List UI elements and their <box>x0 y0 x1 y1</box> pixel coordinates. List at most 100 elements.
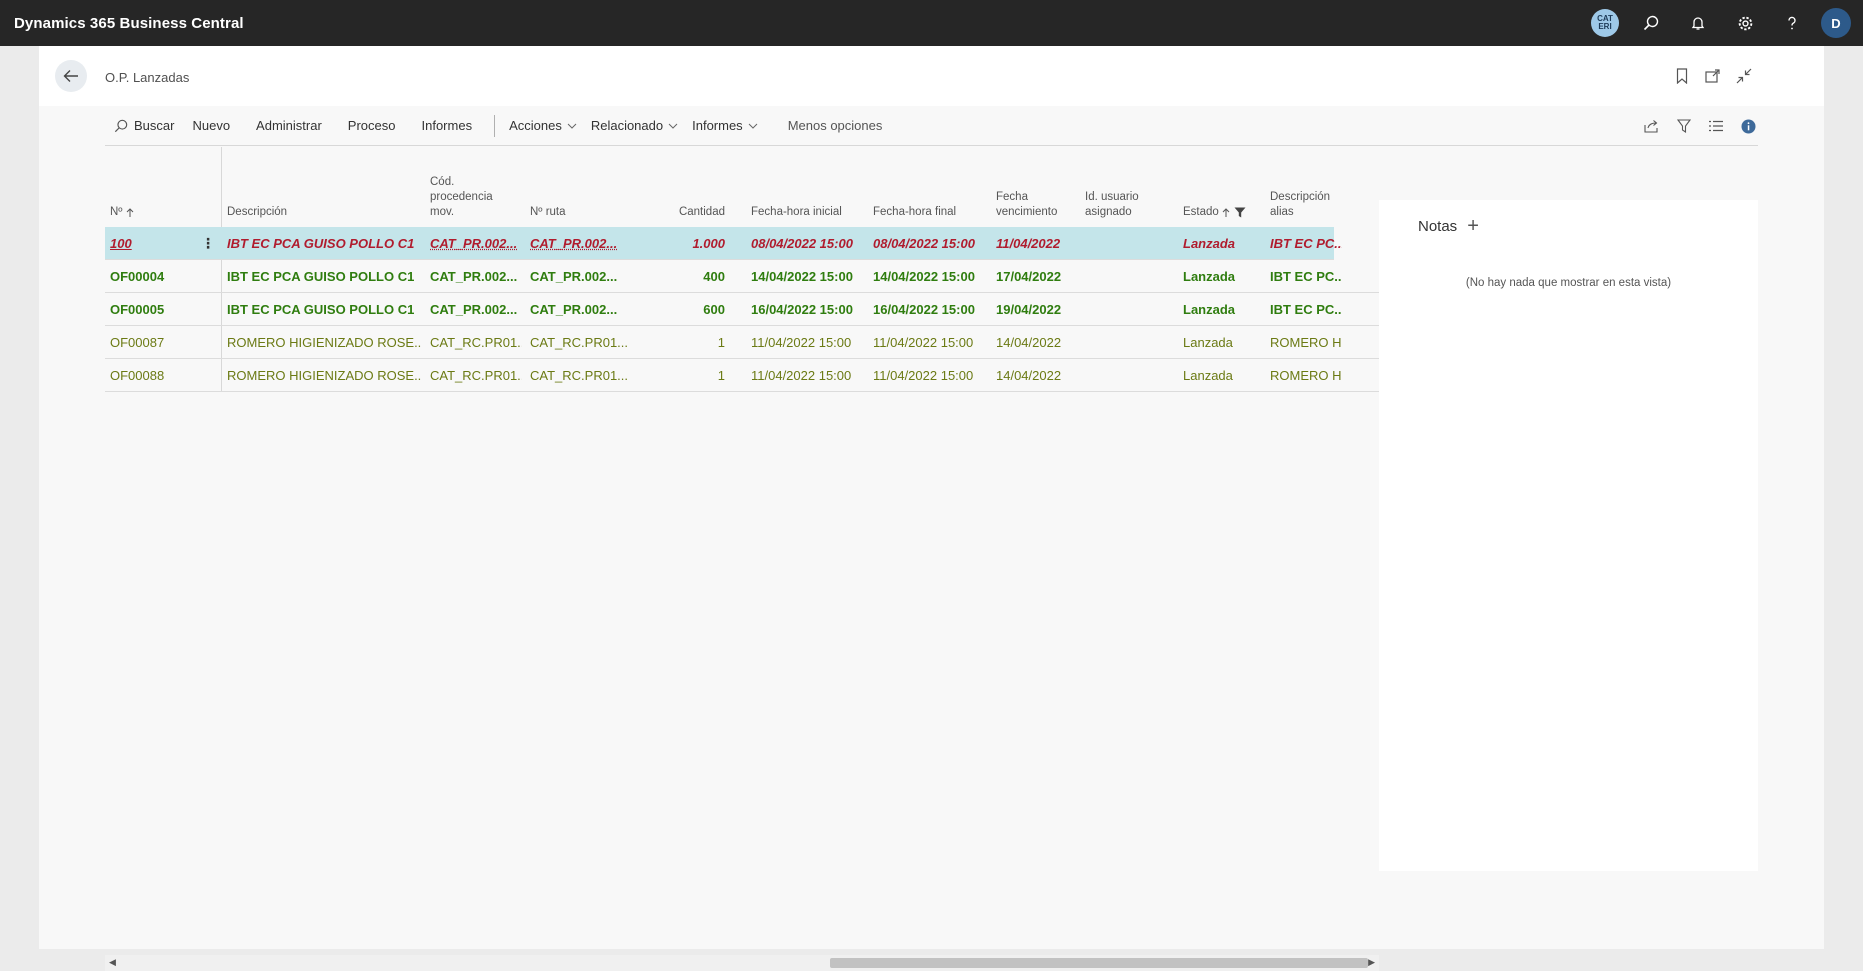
cell-end: 11/04/2022 15:00 <box>873 326 991 359</box>
open-in-new-window-icon[interactable] <box>1703 66 1723 86</box>
column-header-end[interactable]: Fecha-hora final <box>873 147 983 227</box>
reports-button[interactable]: Informes <box>422 118 473 133</box>
cell-quantity: 1.000 <box>645 227 725 260</box>
column-header-routing[interactable]: Nº ruta <box>530 147 620 227</box>
cell-alias: IBT EC PC... <box>1270 293 1342 326</box>
cell-alias: ROMERO H... <box>1270 359 1342 392</box>
bookmark-icon[interactable] <box>1672 66 1692 86</box>
scroll-right-icon[interactable]: ▶ <box>1368 957 1375 968</box>
cell-source-code[interactable]: CAT_RC.PR01... <box>430 359 522 392</box>
column-header-quantity[interactable]: Cantidad <box>645 147 725 227</box>
related-menu-label: Relacionado <box>591 118 663 133</box>
share-icon[interactable] <box>1642 116 1662 136</box>
search-button[interactable]: Buscar <box>114 118 174 133</box>
cell-no[interactable]: OF00005 <box>110 293 195 326</box>
gear-icon[interactable] <box>1730 8 1760 38</box>
cell-no[interactable]: OF00087 <box>110 326 195 359</box>
action-bar: Buscar Nuevo Administrar Proceso Informe… <box>105 106 1758 146</box>
cell-due: 11/04/2022 <box>996 227 1080 260</box>
back-button[interactable] <box>55 60 87 92</box>
column-header-source-code[interactable]: Cód. procedencia mov. <box>430 147 510 227</box>
column-header-user[interactable]: Id. usuario asignado <box>1085 147 1165 227</box>
help-icon[interactable] <box>1777 8 1807 38</box>
cell-no[interactable]: 100 <box>110 227 195 260</box>
production-orders-grid: Nº Descripción Cód. procedencia mov. Nº … <box>105 147 1379 892</box>
cell-description: ROMERO HIGIENIZADO ROSE... <box>227 359 422 392</box>
column-header-status[interactable]: Estado <box>1183 147 1263 227</box>
column-header-alias[interactable]: Descripción alias <box>1270 147 1350 227</box>
column-header-description[interactable]: Descripción <box>227 147 387 227</box>
fewer-options-button[interactable]: Menos opciones <box>788 118 883 133</box>
cell-start: 14/04/2022 15:00 <box>751 260 869 293</box>
cell-source-code[interactable]: CAT_PR.002... <box>430 260 522 293</box>
list-view-icon[interactable] <box>1706 116 1726 136</box>
collapse-icon[interactable] <box>1734 66 1754 86</box>
cell-routing[interactable]: CAT_RC.PR01... <box>530 359 630 392</box>
cell-source-code[interactable]: CAT_PR.002... <box>430 293 522 326</box>
cell-quantity: 400 <box>645 260 725 293</box>
table-row[interactable]: OF00004 IBT EC PCA GUISO POLLO C1 CAT_PR.0… <box>105 260 1379 293</box>
info-icon[interactable] <box>1738 116 1758 136</box>
cell-status: Lanzada <box>1183 260 1263 293</box>
column-header-start[interactable]: Fecha-hora inicial <box>751 147 861 227</box>
cell-status: Lanzada <box>1183 359 1263 392</box>
actions-menu[interactable]: Acciones <box>509 118 577 133</box>
cell-alias: IBT EC PC... <box>1270 227 1342 260</box>
filter-icon[interactable] <box>1674 116 1694 136</box>
cell-no[interactable]: OF00004 <box>110 260 195 293</box>
bell-icon[interactable] <box>1683 8 1713 38</box>
row-actions-icon[interactable]: ⋮ <box>201 227 215 260</box>
cell-end: 14/04/2022 15:00 <box>873 260 991 293</box>
cell-user <box>1085 227 1175 260</box>
related-menu[interactable]: Relacionado <box>591 118 678 133</box>
table-row[interactable]: OF00087 ROMERO HIGIENIZADO ROSE... CAT_RC… <box>105 326 1379 359</box>
table-row[interactable]: OF00088 ROMERO HIGIENIZADO ROSE... CAT_RC… <box>105 359 1379 392</box>
cell-alias: ROMERO H... <box>1270 326 1342 359</box>
cell-routing[interactable]: CAT_RC.PR01... <box>530 326 630 359</box>
sort-ascending-icon <box>1222 208 1230 218</box>
actions-menu-label: Acciones <box>509 118 562 133</box>
reports-menu[interactable]: Informes <box>692 118 758 133</box>
cell-source-code[interactable]: CAT_RC.PR01... <box>430 326 522 359</box>
reports-menu-label: Informes <box>692 118 743 133</box>
cell-status: Lanzada <box>1183 293 1263 326</box>
process-button[interactable]: Proceso <box>348 118 396 133</box>
scroll-left-icon[interactable]: ◀ <box>109 957 116 968</box>
company-badge[interactable]: CAT ERI <box>1591 9 1619 37</box>
app-title[interactable]: Dynamics 365 Business Central <box>14 15 244 32</box>
cell-description: ROMERO HIGIENIZADO ROSE... <box>227 326 422 359</box>
column-header-no[interactable]: Nº <box>110 147 210 227</box>
cell-routing[interactable]: CAT_PR.002... <box>530 260 630 293</box>
cell-due: 17/04/2022 <box>996 260 1080 293</box>
search-label: Buscar <box>134 118 174 133</box>
search-icon[interactable] <box>1636 8 1666 38</box>
cell-start: 16/04/2022 15:00 <box>751 293 869 326</box>
column-header-due[interactable]: Fecha vencimiento <box>996 147 1068 227</box>
cell-routing[interactable]: CAT_PR.002... <box>530 227 630 260</box>
action-bar-right-icons <box>1630 116 1758 136</box>
cell-source-code[interactable]: CAT_PR.002... <box>430 227 522 260</box>
cell-description: IBT EC PCA GUISO POLLO C1 <box>227 227 422 260</box>
notes-empty-message: (No hay nada que mostrar en esta vista) <box>1379 277 1758 289</box>
cell-start: 11/04/2022 15:00 <box>751 359 869 392</box>
scrollbar-thumb[interactable] <box>830 958 1368 968</box>
cell-no[interactable]: OF00088 <box>110 359 195 392</box>
user-avatar[interactable]: D <box>1821 8 1851 38</box>
cell-status: Lanzada <box>1183 326 1263 359</box>
table-row[interactable]: OF00005 IBT EC PCA GUISO POLLO C1 CAT_PR.0… <box>105 293 1379 326</box>
cell-user <box>1085 359 1175 392</box>
cell-due: 14/04/2022 <box>996 326 1080 359</box>
cell-start: 11/04/2022 15:00 <box>751 326 869 359</box>
cell-user <box>1085 293 1175 326</box>
cell-end: 11/04/2022 15:00 <box>873 359 991 392</box>
cell-description: IBT EC PCA GUISO POLLO C1 <box>227 260 422 293</box>
cell-routing[interactable]: CAT_PR.002... <box>530 293 630 326</box>
manage-button[interactable]: Administrar <box>256 118 322 133</box>
back-arrow-icon <box>63 69 79 83</box>
table-row[interactable]: 100 IBT EC PCA GUISO POLLO C1 CAT_PR.002..… <box>105 227 1334 260</box>
add-note-icon[interactable]: + <box>1467 219 1479 234</box>
new-button[interactable]: Nuevo <box>192 118 230 133</box>
horizontal-scrollbar[interactable]: ◀ ▶ <box>105 955 1379 971</box>
page-header: O.P. Lanzadas <box>39 46 1824 106</box>
cell-quantity: 1 <box>645 359 725 392</box>
